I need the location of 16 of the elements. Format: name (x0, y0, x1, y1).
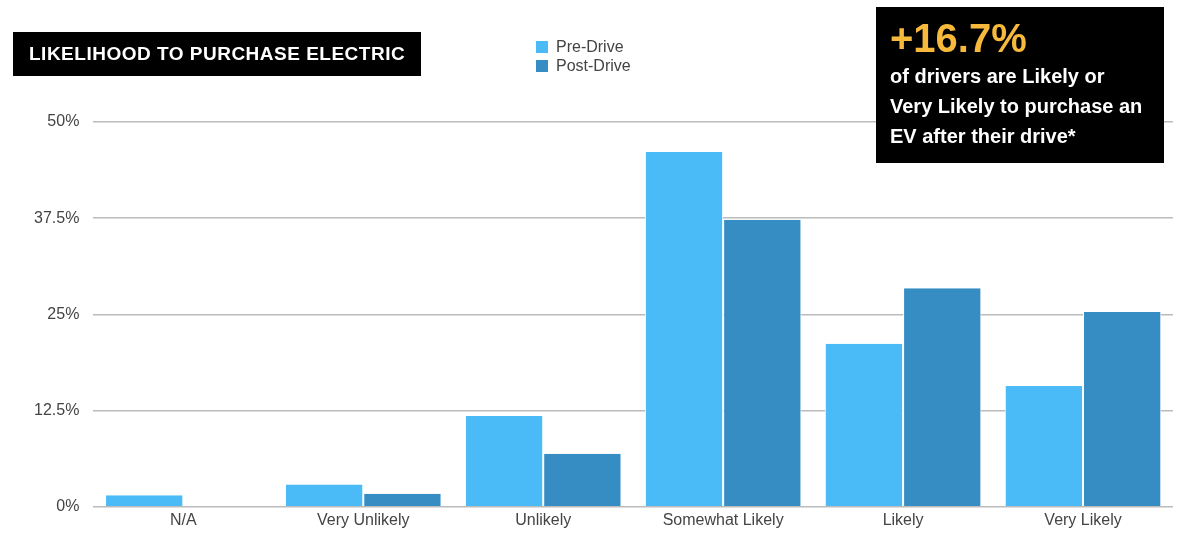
x-tick-label: Very Unlikely (317, 510, 410, 528)
x-tick-label: Unlikely (515, 510, 572, 528)
legend-label: Post-Drive (555, 56, 631, 75)
x-tick-label: Somewhat Likely (662, 510, 784, 528)
legend-label: Pre-Drive (555, 37, 625, 56)
y-tick-label: 37.5% (33, 208, 80, 226)
y-tick-label: 0% (56, 497, 80, 515)
chart-title: LIKELIHOOD TO PURCHASE ELECTRIC (13, 32, 422, 76)
y-tick-label: 12.5% (33, 401, 80, 419)
annotation: of drivers are Likely or Very Likely to purchase an EV after their drive* (890, 64, 1144, 149)
x-tick-label: Very Likely (1044, 510, 1122, 528)
x-tick-label: N/A (170, 510, 197, 528)
y-tick-label: 50% (47, 112, 80, 130)
x-tick-label: Likely (882, 510, 924, 528)
y-tick-label: 25% (47, 304, 80, 322)
text: +16.7% (890, 15, 1028, 61)
